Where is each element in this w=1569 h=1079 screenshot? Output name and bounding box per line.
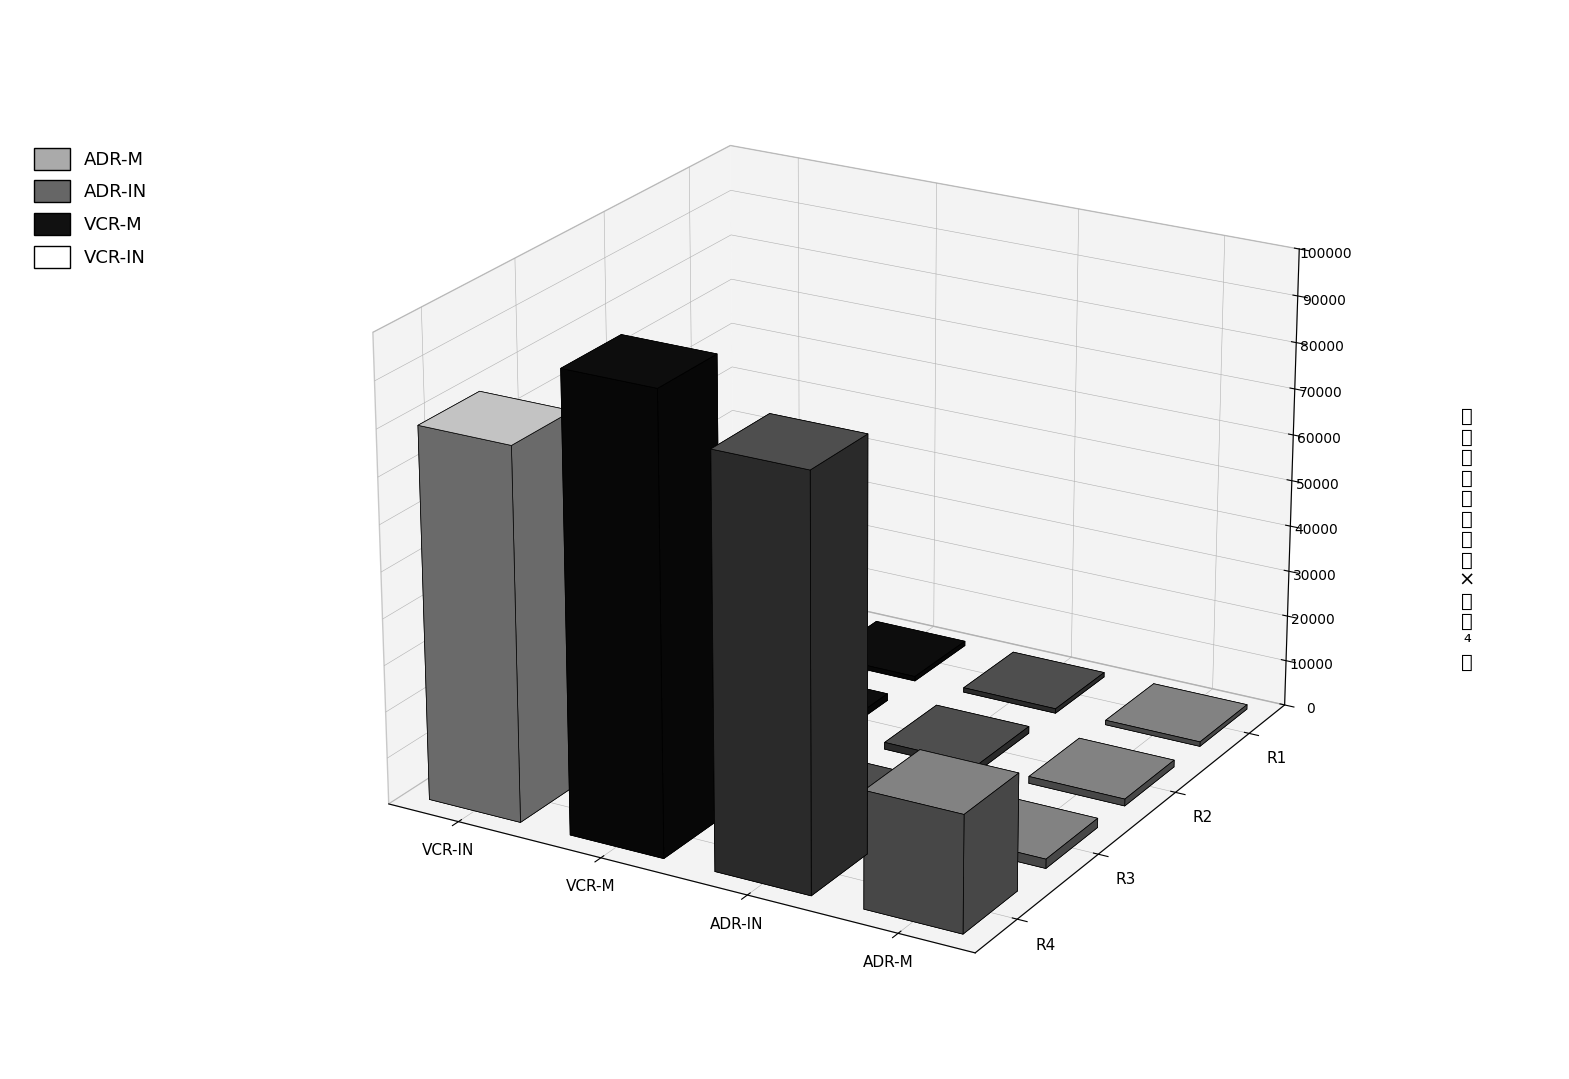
Legend: ADR-M, ADR-IN, VCR-M, VCR-IN: ADR-M, ADR-IN, VCR-M, VCR-IN: [25, 138, 157, 277]
Text: 回
收
噬
菌
体
滴
度
（
×
１
０
⁴
）: 回 收 噬 菌 体 滴 度 （ × １ ０ ⁴ ）: [1459, 407, 1475, 672]
